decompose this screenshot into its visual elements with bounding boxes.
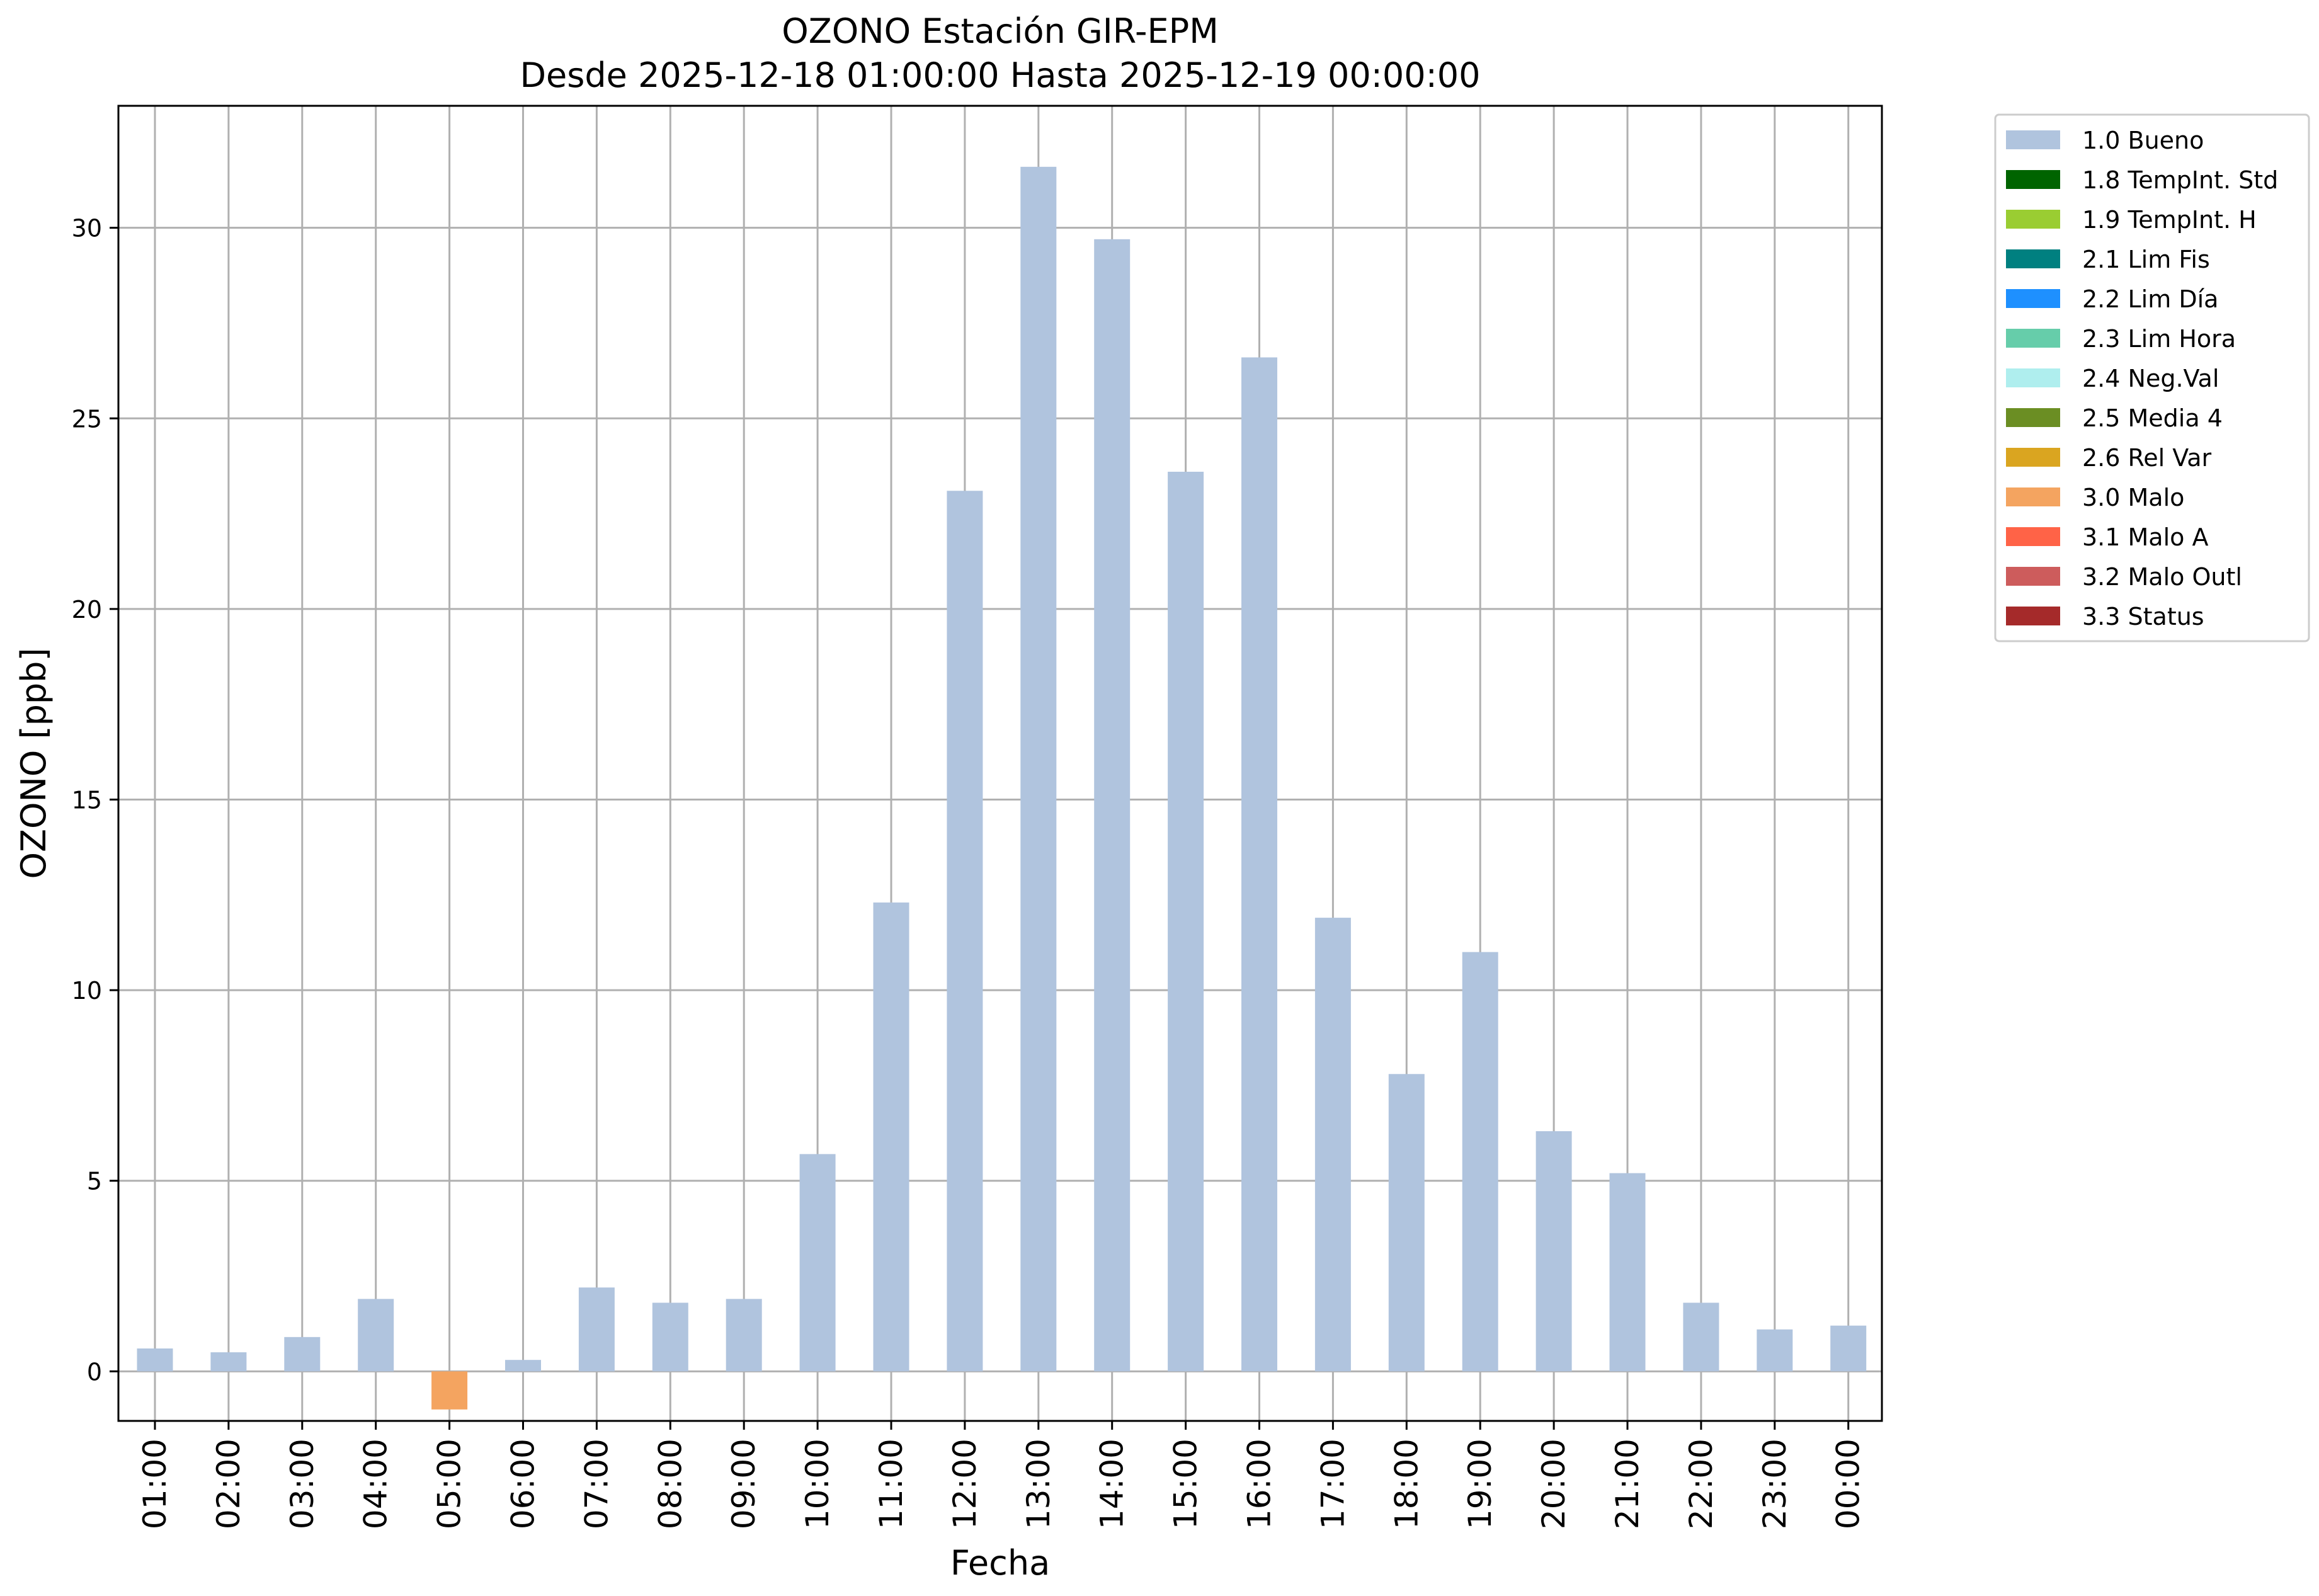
- bar-12:00: [947, 491, 983, 1372]
- x-tick-label: 13:00: [1020, 1439, 1057, 1529]
- legend-frame: [1994, 113, 2310, 642]
- x-axis-label: Fecha: [950, 1543, 1050, 1583]
- legend-label: 2.1 Lim Fis: [2082, 246, 2210, 273]
- legend-swatch: [2006, 130, 2060, 149]
- x-tick-label: 04:00: [358, 1439, 394, 1529]
- bar-17:00: [1314, 918, 1351, 1372]
- legend-label: 2.6 Rel Var: [2082, 444, 2212, 472]
- x-tick-label: 12:00: [947, 1439, 983, 1529]
- y-tick-label: 30: [72, 215, 102, 242]
- bar-14:00: [1094, 239, 1131, 1372]
- bar-08:00: [652, 1302, 688, 1372]
- legend-swatch: [2006, 408, 2060, 427]
- bar-11:00: [873, 902, 909, 1372]
- bar-06:00: [505, 1360, 541, 1372]
- legend-label: 3.1 Malo A: [2082, 523, 2208, 551]
- x-tick-label: 20:00: [1536, 1439, 1572, 1529]
- bar-01:00: [137, 1348, 173, 1372]
- plot-frame: [117, 105, 1883, 1422]
- bar-10:00: [799, 1154, 836, 1372]
- bar-15:00: [1168, 472, 1204, 1372]
- bar-22:00: [1683, 1302, 1719, 1372]
- x-tick-label: 22:00: [1683, 1439, 1719, 1529]
- bar-04:00: [358, 1299, 394, 1372]
- legend-swatch: [2006, 289, 2060, 308]
- x-tick-label: 07:00: [578, 1439, 615, 1529]
- bar-13:00: [1020, 166, 1057, 1372]
- y-tick-label: 15: [72, 786, 102, 814]
- legend-swatch: [2006, 329, 2060, 348]
- y-axis-label: OZONO [ppb]: [14, 647, 54, 879]
- legend-swatch: [2006, 448, 2060, 467]
- bar-19:00: [1462, 952, 1498, 1372]
- y-tick-label: 10: [72, 977, 102, 1005]
- bar-07:00: [578, 1287, 615, 1372]
- legend-label: 1.8 TempInt. Std: [2082, 166, 2278, 194]
- chart-subtitle: Desde 2025-12-18 01:00:00 Hasta 2025-12-…: [520, 55, 1480, 95]
- x-tick-label: 11:00: [873, 1439, 909, 1529]
- y-tick-label: 5: [87, 1168, 102, 1195]
- x-tick-label: 16:00: [1241, 1439, 1278, 1529]
- x-tick-label: 08:00: [652, 1439, 688, 1529]
- legend-label: 2.5 Media 4: [2082, 404, 2223, 432]
- legend-swatch: [2006, 567, 2060, 586]
- chart-title: OZONO Estación GIR-EPM: [782, 11, 1219, 51]
- legend-label: 3.2 Malo Outl: [2082, 563, 2242, 591]
- y-tick-label: 25: [72, 405, 102, 433]
- x-tick-label: 15:00: [1168, 1439, 1204, 1529]
- legend-label: 3.3 Status: [2082, 603, 2204, 630]
- bar-00:00: [1830, 1325, 1867, 1372]
- bar-16:00: [1241, 357, 1277, 1372]
- x-tick-label: 02:00: [210, 1439, 247, 1529]
- bar-03:00: [284, 1337, 321, 1372]
- bar-20:00: [1536, 1131, 1572, 1372]
- x-tick-label: 06:00: [505, 1439, 542, 1529]
- legend-swatch: [2006, 249, 2060, 268]
- x-tick-label: 01:00: [137, 1439, 173, 1529]
- x-tick-label: 18:00: [1388, 1439, 1425, 1529]
- x-tick-label: 10:00: [799, 1439, 836, 1529]
- legend-label: 3.0 Malo: [2082, 484, 2184, 511]
- legend-swatch: [2006, 368, 2060, 387]
- x-tick-label: 23:00: [1757, 1439, 1793, 1529]
- bar-05:00: [431, 1371, 468, 1410]
- y-tick-label: 0: [87, 1358, 102, 1386]
- x-tick-label: 05:00: [431, 1439, 468, 1529]
- x-tick-label: 17:00: [1314, 1439, 1351, 1529]
- legend-swatch: [2006, 527, 2060, 546]
- x-tick-label: 03:00: [284, 1439, 321, 1529]
- legend-label: 2.3 Lim Hora: [2082, 325, 2236, 353]
- bar-02:00: [210, 1352, 247, 1372]
- x-tick-label: 21:00: [1609, 1439, 1646, 1529]
- x-axis-ticks: 01:00 02:00 03:00 04:00 05:00 06:00 07:00 08:00…: [137, 1421, 1867, 1529]
- x-tick-label: 14:00: [1094, 1439, 1131, 1529]
- y-tick-label: 20: [72, 596, 102, 624]
- y-axis-ticks: 0 5 10 15 20 25 30: [72, 215, 118, 1386]
- legend-label: 2.4 Neg.Val: [2082, 365, 2219, 392]
- bar-23:00: [1757, 1329, 1793, 1372]
- bars: [137, 166, 1867, 1410]
- legend-label: 1.9 TempInt. H: [2082, 206, 2257, 234]
- legend-swatch: [2006, 487, 2060, 506]
- bar-09:00: [726, 1299, 762, 1372]
- x-tick-label: 19:00: [1462, 1439, 1498, 1529]
- bar-21:00: [1609, 1173, 1646, 1372]
- x-tick-label: 00:00: [1830, 1439, 1867, 1529]
- legend-label: 1.0 Bueno: [2082, 127, 2204, 154]
- legend-label: 2.2 Lim Día: [2082, 285, 2218, 313]
- legend: 1.0 Bueno 1.8 TempInt. Std 1.9 TempInt. H 2…: [1994, 113, 2310, 642]
- legend-swatch: [2006, 607, 2060, 625]
- legend-swatch: [2006, 170, 2060, 189]
- legend-swatch: [2006, 210, 2060, 229]
- bar-18:00: [1388, 1074, 1425, 1372]
- x-tick-label: 09:00: [726, 1439, 762, 1529]
